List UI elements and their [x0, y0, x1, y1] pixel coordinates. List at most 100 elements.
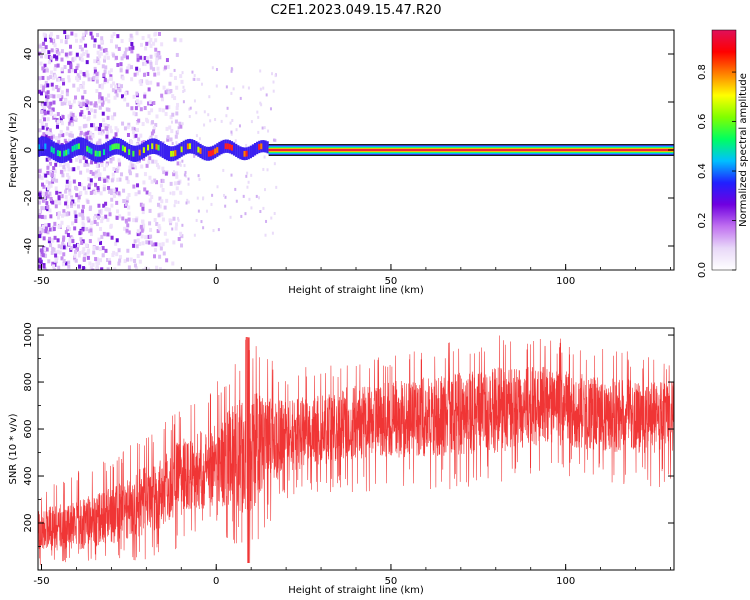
heatmap-noise-cell	[40, 182, 44, 187]
heatmap-band-highlight	[151, 143, 154, 150]
heatmap-scatter-cell	[220, 119, 223, 123]
heatmap-scatter-cell	[247, 86, 250, 90]
heatmap-noise-cell	[133, 258, 137, 263]
heatmap-noise-cell	[76, 73, 80, 78]
heatmap-noise-cell	[48, 208, 52, 213]
heatmap-scatter-cell	[195, 111, 198, 115]
heatmap-noise-cell	[99, 123, 103, 128]
heatmap-noise-cell	[82, 81, 86, 86]
heatmap-noise-cell	[61, 115, 65, 120]
heatmap-noise-cell	[78, 133, 82, 138]
heatmap-noise-cell	[89, 31, 93, 36]
heatmap-noise-cell	[140, 42, 144, 47]
heatmap-noise-cell	[134, 106, 138, 111]
heatmap-noise-cell	[49, 132, 53, 137]
heatmap-noise-cell	[97, 140, 101, 145]
heatmap-noise-cell	[40, 110, 44, 115]
heatmap-noise-cell	[43, 111, 47, 116]
heatmap-noise-cell	[78, 159, 82, 164]
heatmap-noise-cell	[127, 205, 131, 210]
heatmap-noise-cell	[153, 72, 157, 77]
heatmap-noise-cell	[99, 46, 103, 51]
heatmap-noise-cell	[97, 203, 101, 208]
heatmap-noise-cell	[140, 228, 144, 233]
heatmap-scatter-cell	[177, 126, 180, 130]
heatmap-noise-cell	[62, 212, 66, 217]
heatmap-noise-cell	[75, 193, 79, 198]
heatmap-noise-cell	[93, 109, 97, 114]
heatmap-noise-cell	[40, 84, 44, 89]
heatmap-noise-cell	[43, 195, 47, 200]
heatmap-noise-cell	[129, 257, 133, 262]
heatmap-band-core	[205, 146, 208, 161]
heatmap-noise-cell	[45, 179, 49, 184]
heatmap-scatter-cell	[214, 118, 217, 122]
heatmap-noise-cell	[39, 259, 43, 264]
heatmap-noise-cell	[82, 155, 86, 160]
heatmap-noise-cell	[62, 165, 66, 170]
heatmap-noise-cell	[45, 68, 49, 73]
heatmap-noise-cell	[96, 32, 100, 37]
heatmap-noise-cell	[56, 124, 60, 129]
heatmap-noise-cell	[130, 41, 134, 46]
heatmap-noise-cell	[96, 126, 100, 131]
heatmap-noise-cell	[107, 207, 111, 212]
heatmap-noise-cell	[48, 194, 52, 199]
heatmap-noise-cell	[46, 83, 50, 88]
heatmap-noise-cell	[47, 55, 51, 60]
heatmap-noise-cell	[161, 178, 165, 183]
heatmap-noise-cell	[176, 161, 180, 166]
heatmap-noise-cell	[89, 232, 93, 237]
heatmap-noise-cell	[158, 107, 162, 112]
heatmap-scatter-cell	[193, 154, 196, 158]
heatmap-noise-cell	[77, 100, 81, 105]
heatmap-noise-cell	[70, 122, 74, 127]
heatmap-noise-cell	[53, 251, 57, 256]
heatmap-noise-cell	[136, 183, 140, 188]
heatmap-noise-cell	[81, 36, 85, 41]
heatmap-noise-cell	[173, 181, 177, 186]
heatmap-noise-cell	[151, 159, 155, 164]
heatmap-scatter-cell	[224, 195, 227, 199]
heatmap-noise-cell	[64, 230, 68, 235]
heatmap-noise-cell	[52, 75, 56, 80]
heatmap-noise-cell	[109, 223, 113, 228]
heatmap-band-core	[165, 145, 169, 161]
heatmap-noise-cell	[69, 44, 73, 49]
heatmap-noise-cell	[46, 90, 50, 95]
spectrogram-y-tick-label: 20	[23, 96, 34, 109]
heatmap-noise-cell	[74, 219, 78, 224]
heatmap-noise-cell	[98, 95, 102, 100]
heatmap-noise-cell	[148, 191, 152, 196]
heatmap-noise-cell	[179, 38, 183, 43]
heatmap-noise-cell	[101, 216, 105, 221]
heatmap-noise-cell	[107, 186, 111, 191]
heatmap-noise-cell	[139, 202, 143, 207]
heatmap-noise-cell	[78, 56, 82, 61]
heatmap-noise-cell	[141, 241, 145, 246]
heatmap-noise-cell	[68, 180, 72, 185]
heatmap-scatter-cell	[264, 233, 267, 237]
heatmap-noise-cell	[148, 40, 152, 45]
heatmap-noise-cell	[89, 131, 93, 136]
heatmap-noise-cell	[95, 246, 99, 251]
heatmap-noise-cell	[126, 223, 130, 228]
heatmap-noise-cell	[50, 48, 54, 53]
heatmap-noise-cell	[141, 219, 145, 224]
heatmap-noise-cell	[44, 229, 48, 234]
heatmap-noise-cell	[135, 127, 139, 132]
heatmap-noise-cell	[48, 236, 52, 241]
heatmap-noise-cell	[130, 106, 134, 111]
heatmap-noise-cell	[46, 117, 50, 122]
heatmap-noise-cell	[146, 71, 150, 76]
heatmap-band-core	[201, 145, 204, 160]
heatmap-noise-cell	[57, 265, 61, 270]
heatmap-noise-cell	[63, 138, 67, 143]
heatmap-noise-cell	[176, 102, 180, 107]
heatmap-band-highlight	[170, 150, 173, 157]
heatmap-band-highlight	[102, 149, 106, 156]
heatmap-noise-cell	[153, 247, 157, 252]
heatmap-noise-cell	[41, 48, 45, 53]
heatmap-noise-cell	[40, 228, 44, 233]
